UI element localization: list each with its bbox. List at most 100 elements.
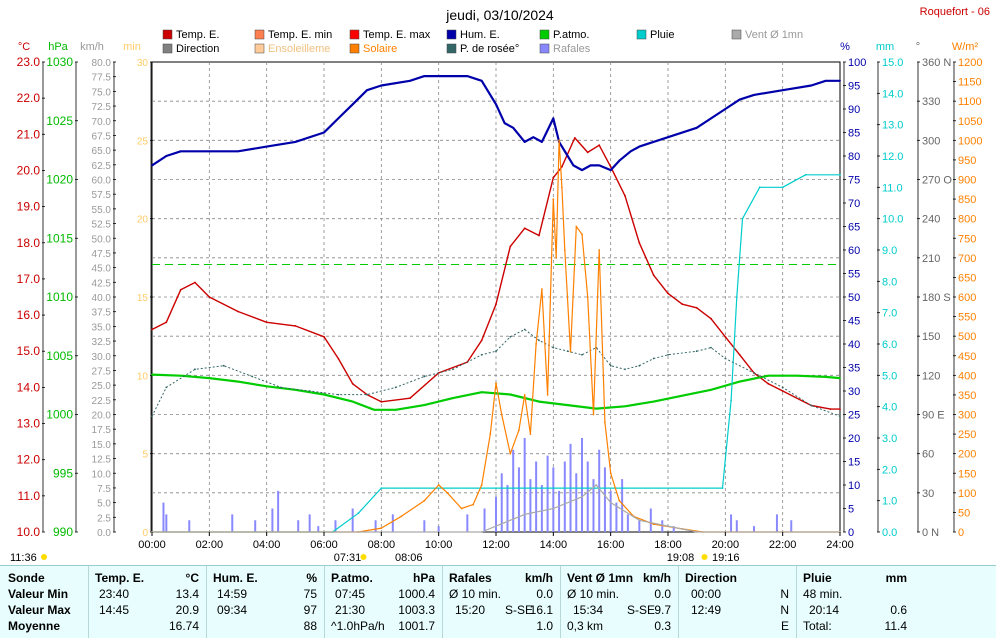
temp-tick-label: 22.0 <box>17 91 41 105</box>
sun-unit: min <box>123 41 141 53</box>
x-tick-label: 02:00 <box>196 539 224 551</box>
data-point <box>561 186 563 189</box>
summary-humidity: Hum. E.% 14:59 75 09:34 97 88 <box>206 566 325 638</box>
solar-tick-label: 950 <box>958 155 976 167</box>
data-point <box>437 484 440 486</box>
x-tick-label: 24:00 <box>826 539 854 551</box>
data-point <box>495 525 497 527</box>
data-point <box>337 393 340 396</box>
humidity-tick-label: 80 <box>848 151 860 163</box>
summary-pressure: P.atmo. hPa 07:45 1000.4 21:30 1003.3 ^1.0h… <box>324 566 443 638</box>
data-point <box>323 131 325 134</box>
rain-tick-label: 3.0 <box>882 433 897 445</box>
data-point <box>237 310 239 313</box>
x-tick-label: 14:00 <box>540 539 568 551</box>
data-point <box>563 249 566 251</box>
axes: 10.0 11.0 12.0 13.0 14.0 15.0 16.0 17.0 18.0 19.0… <box>17 55 983 539</box>
x-tick-label: 22:00 <box>769 539 797 551</box>
humidity-tick-label: 40 <box>848 339 860 351</box>
wind-tick-label: 0.0 <box>97 528 111 539</box>
data-point <box>151 415 153 418</box>
row-label-avg: Moyenne <box>8 619 61 633</box>
direction-tick-label: 30 <box>922 488 934 500</box>
data-point <box>681 394 684 397</box>
humidity-tick-label: 70 <box>848 198 860 210</box>
temp-max: 20.9 <box>175 603 199 617</box>
data-point <box>569 350 572 353</box>
sun-axis: 0 5 10 15 20 25 30 <box>137 58 153 539</box>
data-point <box>598 249 601 251</box>
wind-tick-label: 40.0 <box>92 293 112 304</box>
data-point <box>629 150 632 153</box>
moon-time: 19:16 <box>712 552 740 564</box>
pressure-axis: 990 995 1000 1005 1010 1015 1020 1025 1030 <box>46 55 78 539</box>
data-point <box>495 303 497 306</box>
data-point <box>566 404 569 406</box>
data-point <box>735 296 738 298</box>
wind-title: Vent Ø 1mn <box>567 571 634 585</box>
temp-min: 13.4 <box>175 587 199 601</box>
data-point <box>222 364 225 367</box>
x-tick-label: 18:00 <box>654 539 682 551</box>
solar-tick-label: 200 <box>958 449 976 461</box>
weather-chart: jeudi, 03/10/2024 Roquefort - 06 Temp. E… <box>10 6 990 564</box>
pressure-tick-label: 1010 <box>46 290 73 304</box>
summary-temp: Temp. E. °C 23:40 13.4 14:45 20.9 16.74 <box>88 566 207 638</box>
data-point <box>767 374 770 377</box>
data-point <box>308 390 311 392</box>
data-point <box>710 346 712 349</box>
data-point <box>480 79 483 82</box>
data-point <box>265 321 268 324</box>
data-point <box>208 150 211 153</box>
data-point <box>598 164 601 167</box>
rain-tick-label: 8.0 <box>882 276 897 288</box>
data-point <box>351 400 354 403</box>
sunset-time: 19:08 <box>667 552 695 564</box>
temp-max-time: 14:45 <box>99 603 130 617</box>
data-point <box>681 303 684 306</box>
hum-max-time: 09:34 <box>217 603 248 617</box>
rain-axis: 0.0 1.0 2.0 3.0 4.0 5.0 6.0 7.0 8.0 9.0 10.0 11.0 12… <box>877 57 903 539</box>
temp-tick-label: 23.0 <box>17 55 41 69</box>
direction-tick-label: 330 <box>922 96 940 108</box>
gust-max: 16.1 <box>529 603 553 617</box>
data-point <box>495 487 497 489</box>
legend: Temp. E. Temp. E. min Temp. E. max Hum. E. P… <box>162 29 803 55</box>
wind-unit: km/h <box>80 41 104 53</box>
humidity-tick-label: 15 <box>848 457 860 469</box>
hum-min-time: 14:59 <box>217 587 248 601</box>
solar-tick-label: 800 <box>958 214 976 226</box>
humidity-tick-label: 65 <box>848 222 860 234</box>
sun-tick-label: 5 <box>142 450 148 461</box>
data-point <box>489 433 492 435</box>
data-point <box>552 346 555 349</box>
data-point <box>380 400 383 403</box>
data-point <box>523 513 526 516</box>
temp-tick-label: 21.0 <box>17 127 41 141</box>
data-point <box>535 343 537 345</box>
data-point <box>710 317 712 320</box>
dir-max-time: 12:49 <box>691 603 722 617</box>
data-point <box>604 421 606 424</box>
wind-tick-label: 12.5 <box>92 455 112 466</box>
sun-tick-label: 0 <box>142 528 148 539</box>
temp-unit: °C <box>18 41 30 53</box>
humidity-tick-label: 20 <box>848 433 860 445</box>
data-point <box>609 169 612 172</box>
press-min: 1000.4 <box>398 587 435 601</box>
data-point <box>839 377 841 379</box>
data-point <box>566 155 569 157</box>
direction-tick-label: 270 O <box>922 175 952 187</box>
gust-unit: km/h <box>524 571 553 585</box>
data-point <box>738 98 741 101</box>
rain-title: Pluie <box>803 571 832 585</box>
rain-max: 0.6 <box>890 603 907 617</box>
data-point <box>609 501 612 504</box>
data-point <box>609 165 612 168</box>
gust-max-dir: S-SE <box>505 603 534 617</box>
data-point <box>638 364 641 367</box>
data-point <box>695 126 698 129</box>
data-point <box>394 386 397 389</box>
pressure-tick-label: 1025 <box>46 114 73 128</box>
temp-avg: 16.74 <box>168 619 199 633</box>
